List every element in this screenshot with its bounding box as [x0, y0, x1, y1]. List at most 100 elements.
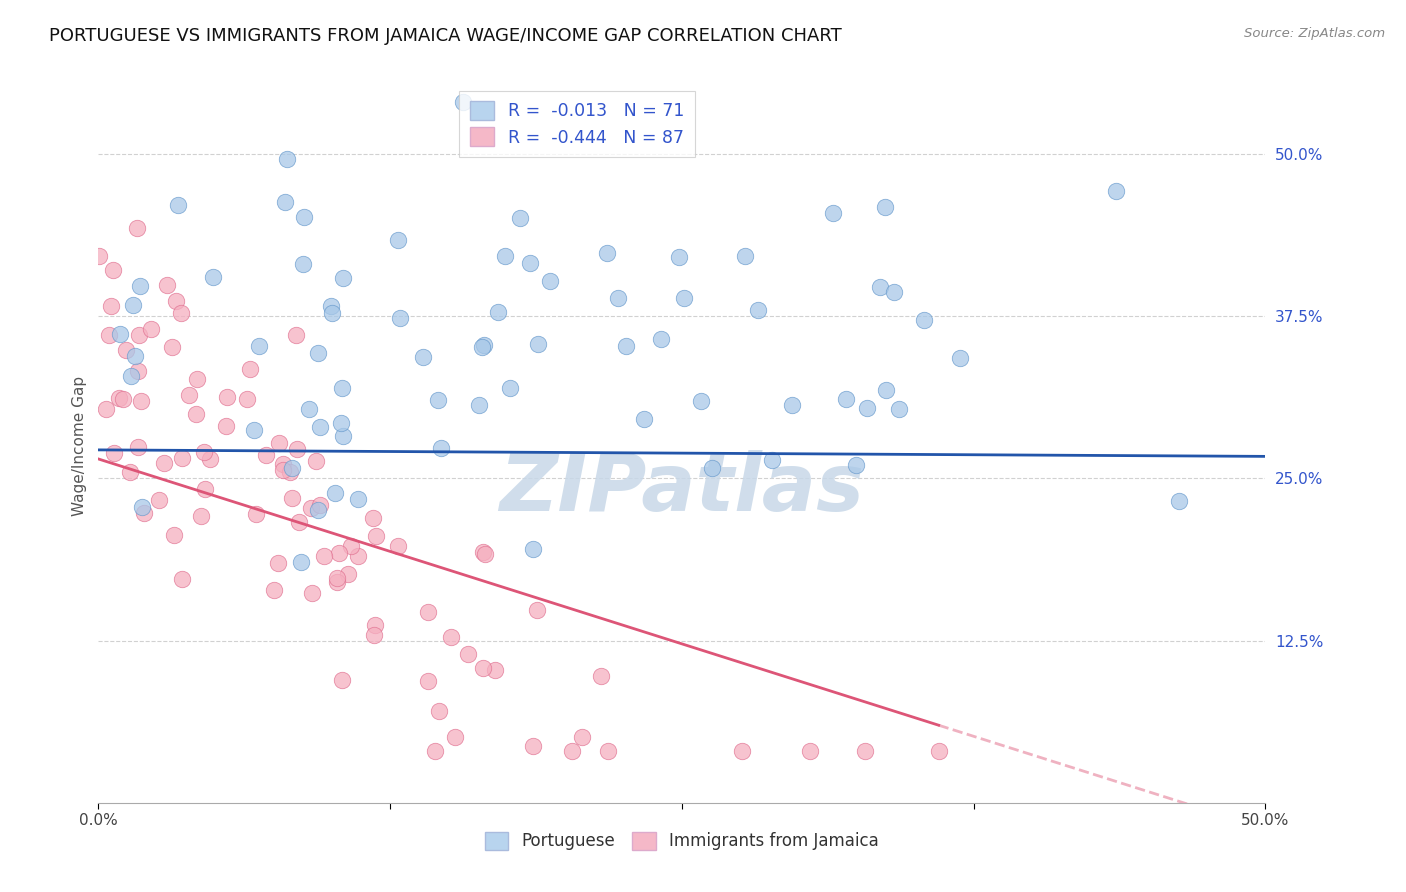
Point: [124, 350, 146, 364]
Point: [596, 744, 619, 758]
Point: [141, 322, 163, 336]
Point: [307, 345, 329, 359]
Point: [346, 549, 368, 564]
Point: [522, 542, 544, 557]
Point: [522, 739, 544, 754]
Point: [430, 441, 453, 455]
Point: [308, 503, 330, 517]
Point: [329, 416, 352, 430]
Point: [172, 451, 194, 466]
Point: [285, 442, 308, 456]
Point: [245, 507, 267, 521]
Point: [589, 669, 612, 683]
Point: [201, 270, 224, 285]
Point: [332, 673, 354, 687]
Point: [281, 461, 304, 475]
Point: [761, 453, 783, 467]
Point: [948, 351, 970, 365]
Point: [298, 401, 321, 416]
Point: [780, 398, 803, 412]
Point: [242, 423, 264, 437]
Point: [332, 428, 354, 442]
Point: [127, 364, 149, 378]
Point: [928, 744, 950, 758]
Point: [184, 407, 207, 421]
Text: PORTUGUESE VS IMMIGRANTS FROM JAMAICA WAGE/INCOME GAP CORRELATION CHART: PORTUGUESE VS IMMIGRANTS FROM JAMAICA WA…: [49, 27, 842, 45]
Point: [468, 398, 491, 412]
Point: [823, 206, 845, 220]
Point: [494, 249, 516, 263]
Point: [484, 664, 506, 678]
Point: [472, 661, 495, 675]
Point: [170, 306, 193, 320]
Point: [131, 500, 153, 514]
Point: [121, 297, 143, 311]
Point: [799, 744, 821, 758]
Point: [873, 200, 896, 214]
Point: [440, 630, 463, 644]
Point: [276, 152, 298, 166]
Point: [278, 465, 301, 479]
Point: [474, 547, 496, 561]
Point: [700, 460, 723, 475]
Point: [416, 674, 439, 689]
Point: [285, 327, 308, 342]
Point: [165, 293, 187, 308]
Point: [457, 647, 479, 661]
Point: [519, 256, 541, 270]
Point: [912, 313, 935, 327]
Point: [271, 463, 294, 477]
Point: [416, 605, 439, 619]
Point: [387, 233, 409, 247]
Point: [103, 446, 125, 460]
Point: [1105, 184, 1128, 198]
Point: [167, 197, 190, 211]
Point: [321, 300, 343, 314]
Point: [129, 394, 152, 409]
Point: [427, 704, 450, 718]
Point: [120, 369, 142, 384]
Point: [444, 730, 467, 744]
Point: [87, 249, 110, 263]
Point: [883, 285, 905, 299]
Point: [526, 603, 548, 617]
Point: [389, 311, 412, 326]
Point: [486, 305, 509, 319]
Point: [108, 326, 131, 341]
Point: [215, 419, 238, 434]
Point: [299, 501, 322, 516]
Point: [538, 274, 561, 288]
Point: [747, 303, 769, 318]
Point: [160, 340, 183, 354]
Point: [292, 257, 315, 271]
Point: [845, 458, 868, 473]
Point: [312, 549, 335, 563]
Point: [363, 618, 385, 632]
Point: [96, 401, 118, 416]
Point: [387, 539, 409, 553]
Point: [267, 435, 290, 450]
Point: [249, 339, 271, 353]
Point: [308, 419, 330, 434]
Point: [340, 540, 363, 554]
Point: [292, 210, 315, 224]
Point: [125, 221, 148, 235]
Point: [731, 744, 754, 758]
Point: [606, 291, 628, 305]
Point: [281, 491, 304, 505]
Point: [734, 249, 756, 263]
Point: [509, 211, 531, 225]
Point: [633, 412, 655, 426]
Point: [186, 372, 208, 386]
Text: ZIPatlas: ZIPatlas: [499, 450, 865, 528]
Point: [274, 195, 297, 210]
Point: [472, 337, 495, 351]
Point: [162, 528, 184, 542]
Point: [363, 510, 385, 524]
Point: [100, 299, 122, 313]
Point: [156, 277, 179, 292]
Point: [148, 493, 170, 508]
Point: [363, 628, 385, 642]
Point: [114, 343, 136, 358]
Point: [132, 506, 155, 520]
